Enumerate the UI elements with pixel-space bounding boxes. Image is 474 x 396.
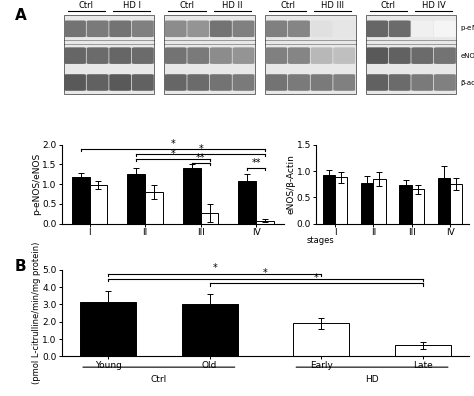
FancyBboxPatch shape	[389, 48, 410, 64]
Bar	[293, 324, 349, 356]
FancyBboxPatch shape	[210, 48, 232, 64]
FancyBboxPatch shape	[187, 48, 209, 64]
FancyBboxPatch shape	[333, 74, 355, 91]
FancyBboxPatch shape	[64, 48, 86, 64]
FancyBboxPatch shape	[411, 21, 433, 37]
Text: Ctrl: Ctrl	[79, 1, 94, 10]
Bar	[238, 181, 256, 223]
FancyBboxPatch shape	[164, 21, 187, 37]
Bar	[80, 302, 136, 356]
Text: eNOS: eNOS	[460, 53, 474, 59]
Bar	[64, 15, 154, 94]
FancyBboxPatch shape	[233, 74, 255, 91]
FancyBboxPatch shape	[389, 74, 410, 91]
FancyBboxPatch shape	[109, 21, 131, 37]
FancyBboxPatch shape	[64, 21, 86, 37]
Text: Ctrl: Ctrl	[280, 1, 295, 10]
FancyBboxPatch shape	[187, 21, 209, 37]
Text: β-actin: β-actin	[460, 80, 474, 86]
FancyBboxPatch shape	[366, 48, 388, 64]
Text: Ctrl: Ctrl	[381, 1, 396, 10]
Bar	[361, 183, 374, 223]
FancyBboxPatch shape	[434, 74, 456, 91]
FancyBboxPatch shape	[310, 21, 333, 37]
Text: stages: stages	[306, 236, 334, 245]
FancyBboxPatch shape	[411, 48, 433, 64]
Text: *: *	[171, 148, 175, 158]
Bar	[438, 178, 450, 223]
FancyBboxPatch shape	[389, 21, 410, 37]
FancyBboxPatch shape	[87, 48, 109, 64]
Text: Ctrl: Ctrl	[151, 375, 167, 384]
FancyBboxPatch shape	[265, 74, 287, 91]
Text: *: *	[212, 263, 217, 273]
FancyBboxPatch shape	[411, 74, 433, 91]
Bar	[72, 177, 90, 223]
Bar	[128, 173, 145, 223]
Text: A: A	[15, 8, 27, 23]
Text: B: B	[15, 259, 27, 274]
Text: HD I: HD I	[123, 1, 140, 10]
FancyBboxPatch shape	[233, 48, 255, 64]
Text: HD IV: HD IV	[422, 1, 446, 10]
Bar	[201, 213, 219, 223]
Bar	[90, 185, 107, 223]
FancyBboxPatch shape	[132, 48, 154, 64]
FancyBboxPatch shape	[87, 21, 109, 37]
FancyBboxPatch shape	[132, 74, 154, 91]
FancyBboxPatch shape	[366, 21, 388, 37]
FancyBboxPatch shape	[265, 48, 287, 64]
Text: HD III: HD III	[321, 1, 345, 10]
FancyBboxPatch shape	[210, 21, 232, 37]
Bar	[265, 15, 356, 94]
FancyBboxPatch shape	[87, 74, 109, 91]
Text: *: *	[171, 139, 175, 149]
Bar	[182, 305, 237, 356]
FancyBboxPatch shape	[288, 74, 310, 91]
Text: *: *	[314, 272, 319, 283]
FancyBboxPatch shape	[64, 74, 86, 91]
Bar	[164, 15, 255, 94]
FancyBboxPatch shape	[265, 21, 287, 37]
Bar	[450, 184, 462, 223]
Bar	[145, 192, 163, 223]
Y-axis label: (pmol L-citrulline/min/mg protein): (pmol L-citrulline/min/mg protein)	[32, 242, 41, 384]
FancyBboxPatch shape	[288, 21, 310, 37]
FancyBboxPatch shape	[310, 48, 333, 64]
Text: **: **	[252, 158, 261, 168]
FancyBboxPatch shape	[288, 48, 310, 64]
Bar	[366, 15, 456, 94]
Text: *: *	[198, 144, 203, 154]
FancyBboxPatch shape	[333, 48, 355, 64]
Text: HD: HD	[365, 375, 379, 384]
Bar	[323, 175, 335, 223]
FancyBboxPatch shape	[109, 48, 131, 64]
Y-axis label: p-eNOS/eNOS: p-eNOS/eNOS	[32, 153, 41, 215]
FancyBboxPatch shape	[210, 74, 232, 91]
FancyBboxPatch shape	[434, 48, 456, 64]
Bar	[395, 345, 451, 356]
Bar	[412, 189, 424, 223]
Bar	[400, 185, 412, 223]
Text: *: *	[263, 268, 268, 278]
Text: p-eNOS$^{S1177}$: p-eNOS$^{S1177}$	[460, 23, 474, 35]
Bar	[335, 177, 347, 223]
FancyBboxPatch shape	[187, 74, 209, 91]
FancyBboxPatch shape	[164, 48, 187, 64]
Text: HD II: HD II	[222, 1, 243, 10]
FancyBboxPatch shape	[109, 74, 131, 91]
Text: Ctrl: Ctrl	[180, 1, 194, 10]
FancyBboxPatch shape	[434, 21, 456, 37]
FancyBboxPatch shape	[132, 21, 154, 37]
Bar	[256, 221, 274, 223]
Text: **: **	[196, 153, 205, 163]
FancyBboxPatch shape	[310, 74, 333, 91]
FancyBboxPatch shape	[366, 74, 388, 91]
Bar	[183, 168, 201, 223]
FancyBboxPatch shape	[164, 74, 187, 91]
FancyBboxPatch shape	[233, 21, 255, 37]
FancyBboxPatch shape	[333, 21, 355, 37]
Bar	[374, 179, 386, 223]
Y-axis label: eNOS/β-Actin: eNOS/β-Actin	[286, 154, 295, 214]
